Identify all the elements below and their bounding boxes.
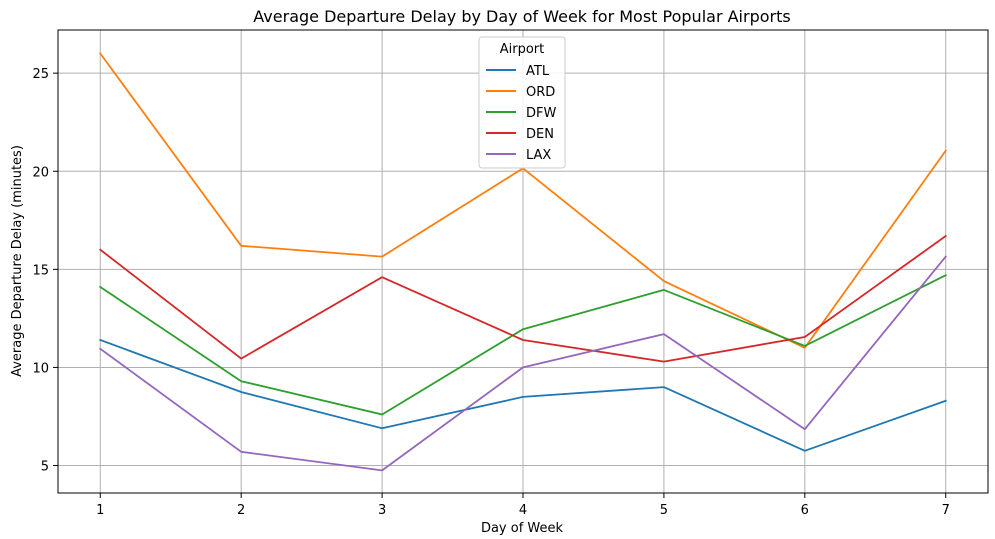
x-tick-label: 7 <box>942 503 950 518</box>
y-tick-label: 25 <box>32 67 49 82</box>
y-tick-label: 15 <box>32 263 49 278</box>
x-tick-label: 5 <box>660 503 668 518</box>
y-axis-label: Average Departure Delay (minutes) <box>10 145 25 377</box>
x-axis: 1 2 3 4 5 6 7 <box>96 493 950 518</box>
series-line-den <box>99 234 947 363</box>
y-tick-label: 20 <box>32 165 49 180</box>
x-tick-label: 2 <box>237 503 245 518</box>
chart-title: Average Departure Delay by Day of Week f… <box>253 7 790 26</box>
legend-label-ord: ORD <box>526 85 555 100</box>
y-tick-label: 10 <box>32 361 49 376</box>
legend-label-lax: LAX <box>526 148 551 163</box>
x-axis-label: Day of Week <box>481 521 564 536</box>
legend: Airport ATL ORD DFW DEN LAX <box>478 36 566 169</box>
x-tick-label: 6 <box>801 503 809 518</box>
y-axis: 5 10 15 20 25 <box>32 67 58 475</box>
series-line-atl <box>99 338 947 452</box>
legend-label-dfw: DFW <box>526 106 556 121</box>
legend-label-den: DEN <box>526 127 554 142</box>
series-line-lax <box>99 255 947 472</box>
y-tick-label: 5 <box>41 460 49 475</box>
x-tick-label: 4 <box>519 503 527 518</box>
x-tick-label: 1 <box>96 503 104 518</box>
legend-label-atl: ATL <box>526 64 550 79</box>
x-tick-label: 3 <box>378 503 386 518</box>
legend-title: Airport <box>500 42 545 57</box>
series-line-dfw <box>99 273 947 416</box>
